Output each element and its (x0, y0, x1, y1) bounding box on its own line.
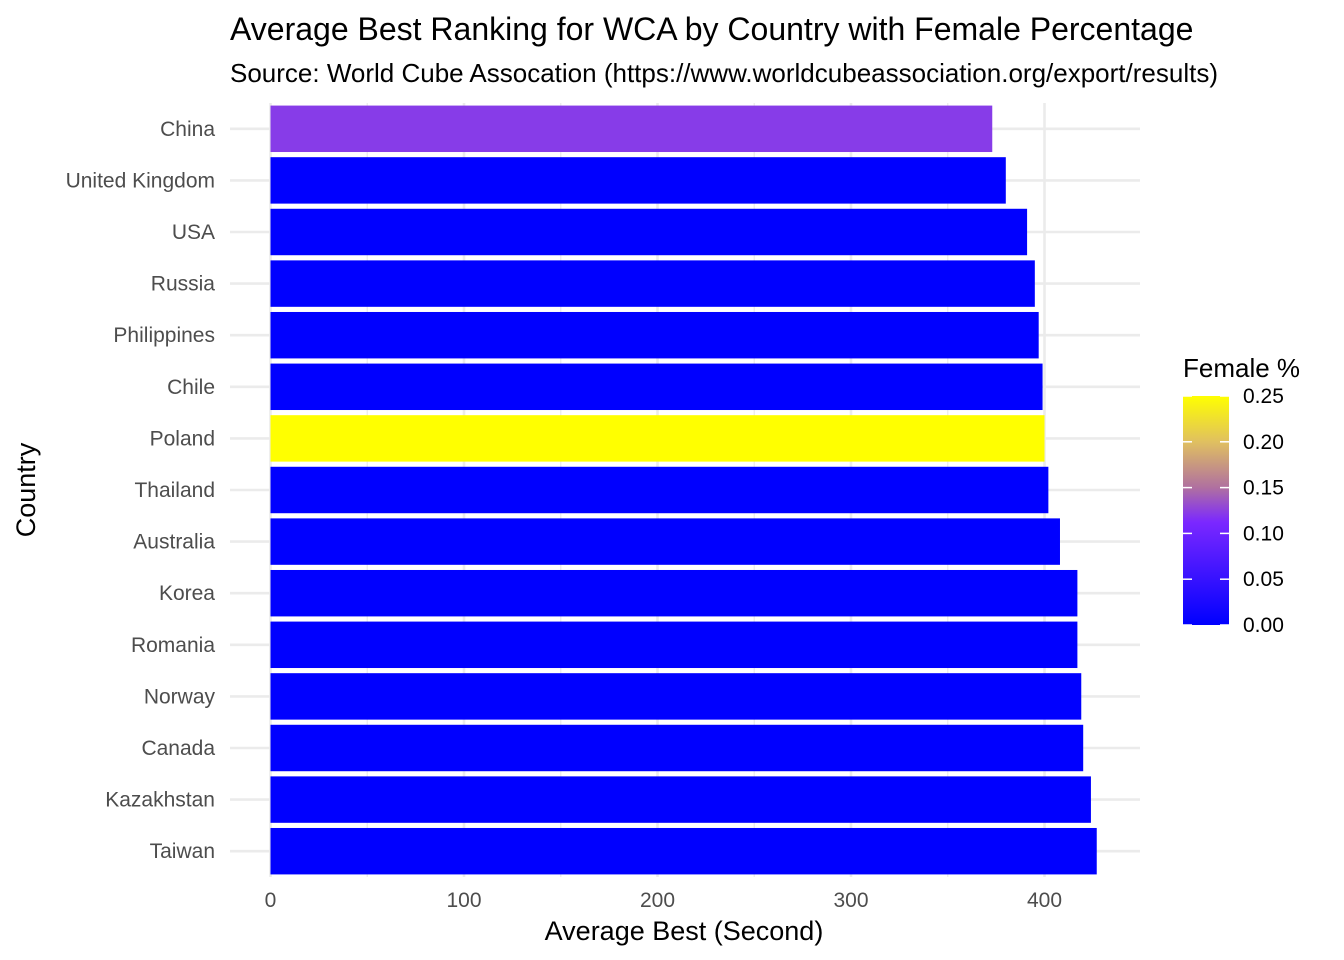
bar-poland (270, 415, 1045, 462)
legend-tick-label: 0.00 (1243, 614, 1284, 637)
x-tick-label: 400 (1027, 889, 1062, 912)
y-tick-label: Australia (133, 531, 215, 554)
legend: Female % 0.00 0.05 0.10 0.15 0.20 0.25 (1183, 353, 1300, 637)
bar-taiwan (270, 827, 1097, 875)
bar-korea (270, 569, 1078, 617)
bar-thailand (270, 466, 1049, 514)
x-tick-label: 0 (265, 889, 277, 912)
y-tick-label: Korea (159, 582, 215, 605)
y-tick-label: Russia (151, 273, 216, 296)
x-axis-title: Average Best (Second) (545, 916, 824, 946)
y-tick-label: Chile (167, 376, 215, 399)
y-tick-label: Canada (141, 737, 215, 760)
bar-australia (270, 518, 1060, 565)
y-tick-label: USA (172, 221, 215, 244)
x-tick-labels: 0 100 200 300 400 (265, 889, 1062, 912)
legend-tick-label: 0.10 (1243, 522, 1284, 545)
y-tick-label: Norway (144, 685, 216, 708)
y-tick-label: United Kingdom (66, 169, 215, 192)
legend-tick-label: 0.15 (1243, 477, 1284, 500)
bar-kazakhstan (270, 776, 1091, 823)
bar-philippines (270, 311, 1039, 359)
legend-tick-label: 0.20 (1243, 431, 1284, 454)
y-tick-label: China (160, 118, 215, 141)
x-tick-label: 100 (446, 889, 481, 912)
bar-russia (270, 260, 1035, 307)
y-tick-label: Romania (131, 634, 215, 657)
legend-colorbar (1183, 396, 1229, 625)
y-tick-label: Poland (150, 427, 215, 450)
legend-title: Female % (1183, 353, 1300, 383)
bar-romania (270, 621, 1078, 669)
y-tick-label: Taiwan (150, 840, 215, 863)
chart-title: Average Best Ranking for WCA by Country … (230, 11, 1193, 47)
bar-usa (270, 208, 1028, 256)
y-tick-label: Kazakhstan (105, 789, 215, 812)
legend-tick-label: 0.25 (1243, 385, 1284, 408)
y-tick-label: Philippines (113, 324, 215, 347)
x-tick-label: 200 (640, 889, 675, 912)
bar-canada (270, 724, 1084, 772)
bar-chile (270, 363, 1043, 411)
y-tick-labels: China United Kingdom USA Russia Philippines C… (66, 118, 216, 863)
y-tick-label: Thailand (134, 479, 215, 502)
bar-china (270, 105, 993, 153)
y-axis-title: Country (11, 442, 41, 537)
bar-united-kingdom (270, 157, 1006, 204)
x-tick-label: 300 (833, 889, 868, 912)
bars (270, 105, 1097, 875)
bar-norway (270, 673, 1082, 720)
legend-tick-label: 0.05 (1243, 568, 1284, 591)
chart-subtitle: Source: World Cube Assocation (https://w… (230, 58, 1218, 88)
legend-ticks: 0.00 0.05 0.10 0.15 0.20 0.25 (1183, 385, 1284, 637)
